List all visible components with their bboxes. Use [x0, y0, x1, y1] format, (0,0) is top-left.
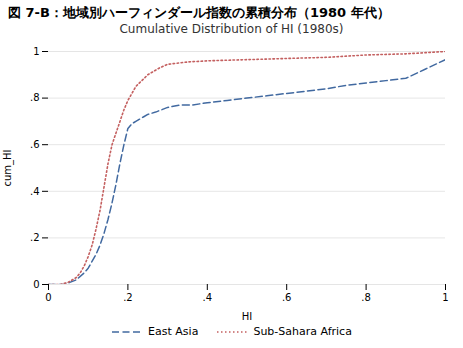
html-text:East Asia: East Asia: [148, 325, 199, 338]
svg-text:.2: .2: [30, 232, 40, 243]
svg-text:.4: .4: [203, 292, 213, 303]
html-text:Sub-Sahara Africa: Sub-Sahara Africa: [253, 325, 352, 338]
svg-text:HI: HI: [242, 311, 252, 322]
svg-text:.6: .6: [282, 292, 292, 303]
svg-text:.8: .8: [30, 92, 40, 103]
svg-text:.4: .4: [30, 186, 40, 197]
svg-text:.2: .2: [123, 292, 133, 303]
svg-text:.6: .6: [30, 139, 40, 150]
svg-text:.8: .8: [361, 292, 371, 303]
svg-text:cum_HI: cum_HI: [2, 149, 14, 186]
html-text:Cumulative Distribution of HI: Cumulative Distribution of HI (1980s): [119, 22, 344, 36]
svg-text:1: 1: [442, 292, 448, 303]
svg-text:0: 0: [45, 292, 51, 303]
html-text:図 7-B：地域別ハーフィンダール指数の累積分布（1980: 図 7-B：地域別ハーフィンダール指数の累積分布（1980 年代）: [8, 5, 390, 20]
svg-text:0: 0: [33, 279, 39, 290]
svg-text:1: 1: [33, 46, 39, 57]
